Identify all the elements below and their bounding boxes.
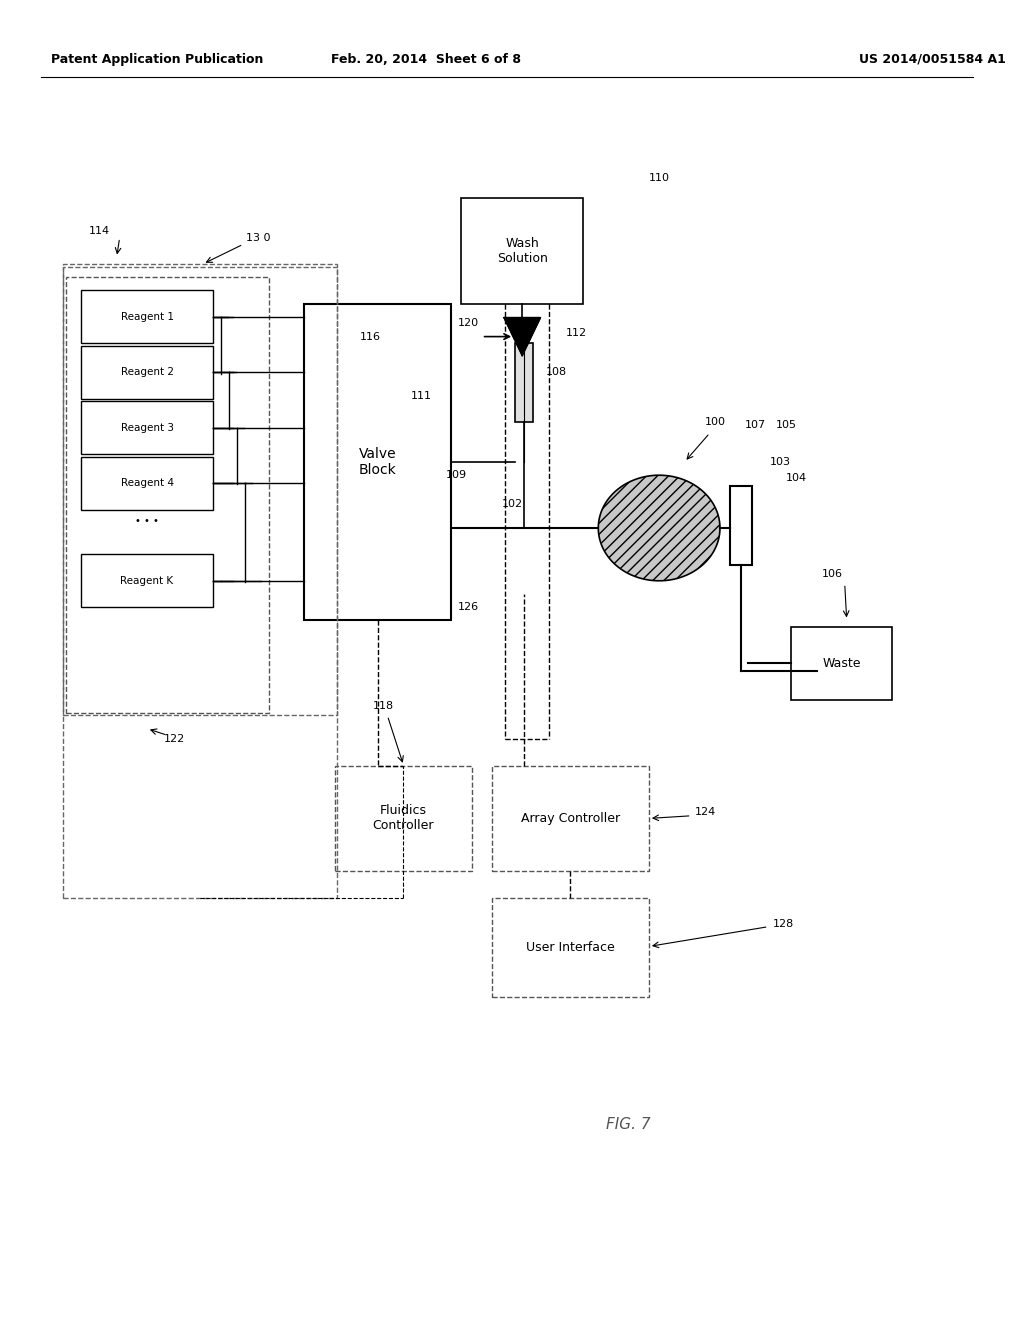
Bar — [81, 457, 213, 510]
Polygon shape — [598, 475, 720, 581]
Text: 105: 105 — [775, 420, 797, 430]
Text: Array Controller: Array Controller — [521, 812, 620, 825]
Bar — [62, 264, 337, 898]
Text: 122: 122 — [164, 734, 185, 744]
Bar — [730, 486, 753, 565]
Text: 106: 106 — [821, 569, 843, 579]
Text: 109: 109 — [445, 470, 467, 480]
Text: US 2014/0051584 A1: US 2014/0051584 A1 — [859, 53, 1007, 66]
Text: 124: 124 — [694, 807, 716, 817]
Text: 116: 116 — [359, 331, 381, 342]
Text: Reagent 4: Reagent 4 — [121, 478, 173, 488]
Text: 110: 110 — [649, 173, 670, 183]
Text: 107: 107 — [744, 420, 766, 430]
Bar — [304, 304, 452, 620]
Bar — [791, 627, 892, 700]
Text: 103: 103 — [770, 457, 792, 467]
Bar — [81, 346, 213, 399]
Bar — [462, 198, 583, 304]
Text: Patent Application Publication: Patent Application Publication — [51, 53, 263, 66]
Bar — [81, 554, 213, 607]
Text: Feb. 20, 2014  Sheet 6 of 8: Feb. 20, 2014 Sheet 6 of 8 — [331, 53, 521, 66]
Bar — [492, 898, 649, 997]
Bar — [492, 766, 649, 871]
Text: 128: 128 — [773, 919, 794, 929]
Text: 114: 114 — [89, 226, 110, 236]
Text: Wash
Solution: Wash Solution — [497, 236, 548, 265]
Text: 111: 111 — [411, 391, 431, 401]
Text: FIG. 7: FIG. 7 — [606, 1117, 651, 1133]
Text: Fluidics
Controller: Fluidics Controller — [373, 804, 434, 833]
Bar — [81, 401, 213, 454]
Text: 118: 118 — [373, 701, 394, 711]
Text: 120: 120 — [458, 318, 479, 329]
Bar — [515, 343, 534, 422]
Text: Reagent K: Reagent K — [121, 576, 174, 586]
Text: Waste: Waste — [822, 657, 861, 669]
Bar — [335, 766, 471, 871]
Text: Valve
Block: Valve Block — [358, 447, 396, 477]
Text: 100: 100 — [705, 417, 725, 428]
Bar — [66, 277, 268, 713]
Text: • • •: • • • — [135, 516, 159, 527]
Text: 126: 126 — [458, 602, 479, 612]
Text: Reagent 3: Reagent 3 — [121, 422, 173, 433]
Text: 13 0: 13 0 — [247, 232, 270, 243]
Text: Reagent 1: Reagent 1 — [121, 312, 173, 322]
Text: 104: 104 — [785, 473, 807, 483]
Text: User Interface: User Interface — [526, 941, 614, 953]
Text: 108: 108 — [546, 367, 566, 378]
Text: 112: 112 — [566, 327, 587, 338]
Text: Reagent 2: Reagent 2 — [121, 367, 173, 378]
Text: 102: 102 — [502, 499, 523, 510]
Bar — [81, 290, 213, 343]
Bar — [62, 267, 337, 715]
Polygon shape — [504, 318, 541, 355]
